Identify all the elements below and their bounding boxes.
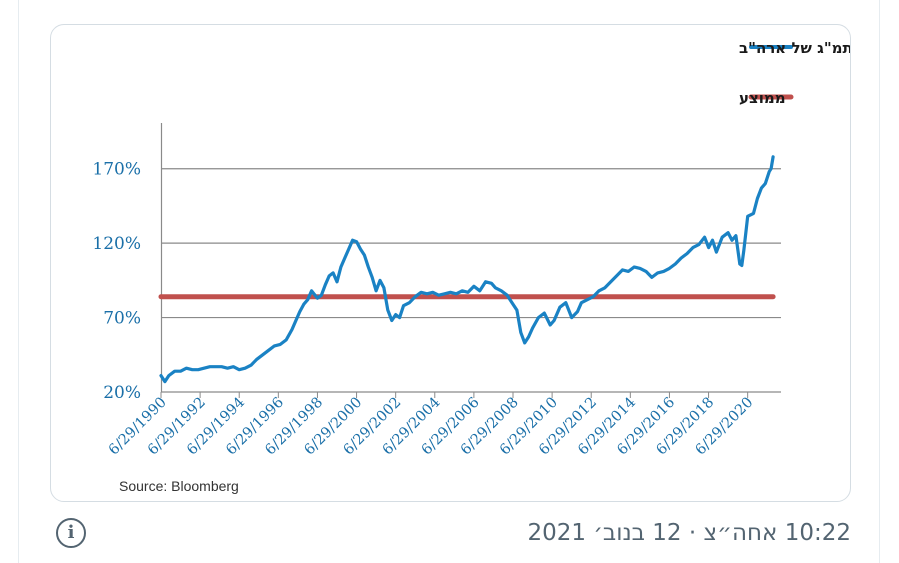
timeline-border-left [18,0,19,563]
info-icon[interactable]: i [56,518,86,548]
tweet-timestamp[interactable]: 10:22 אחה״צ · 12 בנוב׳ 2021 [527,520,851,546]
legend-market-cap-label: שווי שוק מצרפי של החברות במדד S&P 500 כא… [739,39,850,57]
timeline-border-right [879,0,880,563]
y-tick-label: 120% [92,234,141,254]
chart-image-card[interactable]: 20% 70% 120% 170% 6/29/1990 6/29/1992 6/29/19… [50,24,851,502]
source-label: Source: Bloomberg [119,478,239,494]
y-tick-label: 70% [103,309,141,329]
line-chart: 20%70%120%170% 6/29/19906/29/19926/29/19… [92,39,850,494]
market-cap-series-line [159,155,775,384]
y-tick-label: 20% [103,383,141,403]
y-tick-label: 170% [92,160,141,180]
legend-average-label: ממוצע [739,89,786,107]
